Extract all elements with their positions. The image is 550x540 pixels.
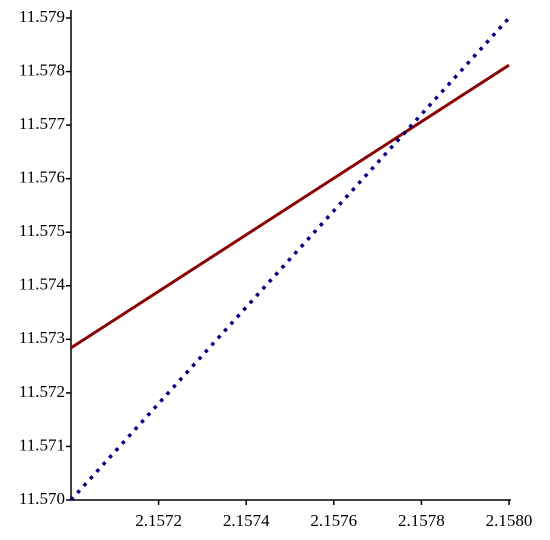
y-tick-label: 11.577 bbox=[19, 114, 66, 133]
y-tick-label: 11.570 bbox=[19, 489, 65, 508]
y-tick-label: 11.575 bbox=[19, 221, 65, 240]
x-tick-label: 2.1576 bbox=[310, 511, 357, 530]
y-tick-label: 11.576 bbox=[19, 168, 65, 187]
y-tick-label: 11.574 bbox=[19, 275, 66, 294]
series-line bbox=[69, 16, 511, 502]
x-tick-label: 2.1580 bbox=[486, 511, 533, 530]
x-tick-label: 2.1578 bbox=[398, 511, 445, 530]
series-line bbox=[70, 63, 510, 350]
y-tick-label: 11.571 bbox=[19, 435, 65, 454]
y-tick-label: 11.573 bbox=[19, 328, 65, 347]
x-tick-label: 2.1574 bbox=[223, 511, 270, 530]
y-tick-label: 11.579 bbox=[19, 7, 65, 26]
x-tick-label: 2.1572 bbox=[135, 511, 182, 530]
y-tick-label: 11.578 bbox=[19, 60, 65, 79]
y-tick-label: 11.572 bbox=[19, 382, 65, 401]
